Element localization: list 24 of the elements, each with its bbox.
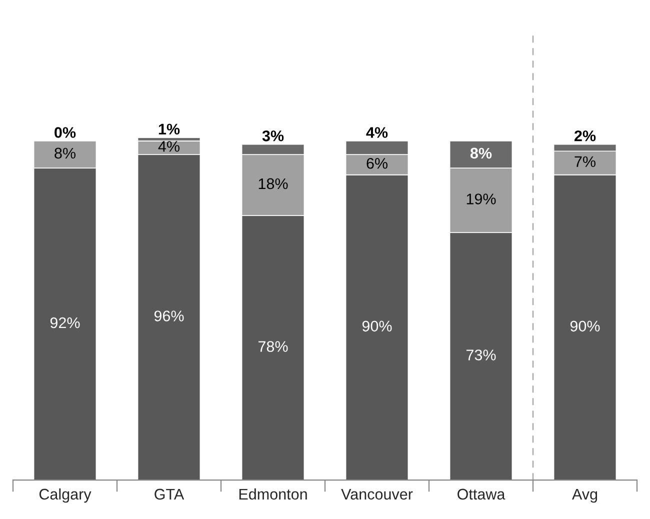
x-tick-label: Vancouver [341,488,413,500]
data-label: 8% [54,148,76,159]
data-label: 90% [570,320,600,332]
x-tick-label: Edmonton [239,488,307,500]
data-label: 0% [54,127,76,138]
data-label: 90% [362,320,392,332]
data-label: 6% [366,158,388,169]
data-label: 4% [366,127,388,138]
data-label: 3% [262,130,284,142]
data-label: 73% [466,350,496,360]
x-tick-label: Ottawa [458,488,506,500]
data-label: 8% [470,148,492,159]
data-label: 2% [574,130,596,142]
data-label: 1% [158,124,180,134]
data-label: 96% [154,310,184,322]
data-label: 7% [574,156,596,168]
data-label: 4% [158,141,180,152]
x-tick-label: Calgary [39,488,92,503]
x-tick-label: Avg [572,488,598,503]
data-label: 18% [258,178,288,190]
data-label: 92% [50,317,80,328]
data-label: 19% [466,194,496,204]
data-label: 78% [258,341,288,352]
x-tick-label: GTA [154,488,184,500]
